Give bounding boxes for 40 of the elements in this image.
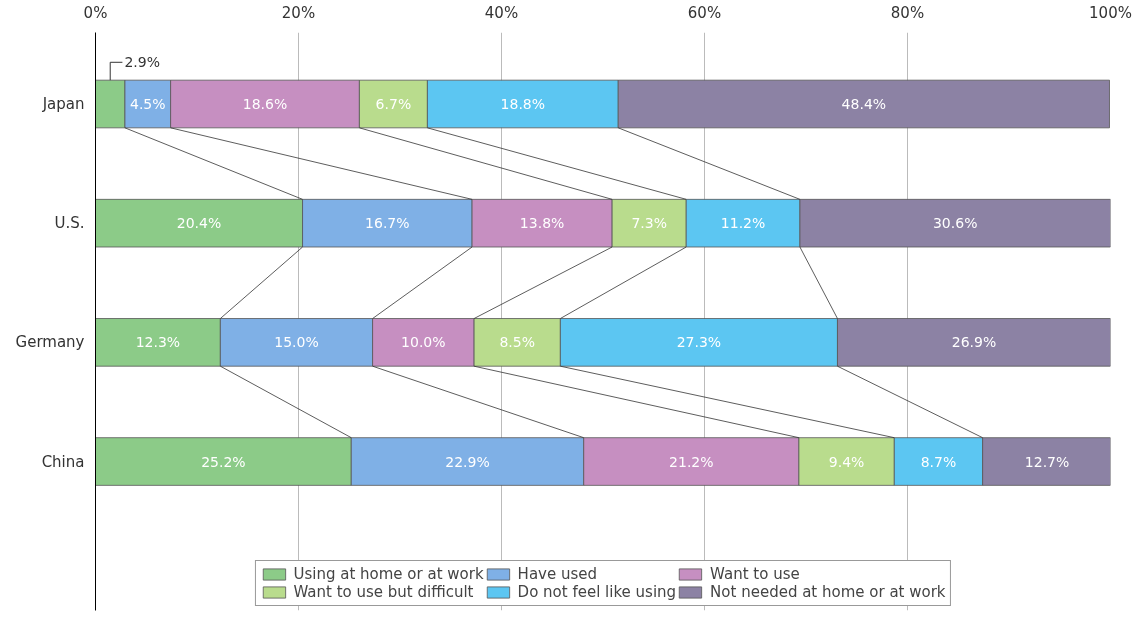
data-label: 2.9%	[124, 54, 161, 71]
data-label: 12.7%	[1024, 453, 1070, 470]
legend-label: Not needed at home or at work	[710, 583, 946, 601]
data-label: 27.3%	[676, 334, 722, 351]
y-tick-label: China	[41, 452, 85, 471]
x-tick-label: 60%	[687, 3, 722, 22]
legend-label: Have used	[517, 565, 598, 583]
data-label: 10.0%	[401, 334, 446, 351]
legend-label: Want to use but difficult	[293, 583, 474, 601]
data-label: 15.0%	[274, 334, 319, 351]
x-tick-label: 100%	[1089, 3, 1132, 22]
legend-label: Want to use	[710, 565, 800, 583]
data-label: 25.2%	[201, 453, 246, 470]
data-label: 8.7%	[920, 453, 957, 470]
legend-label: Using at home or at work	[293, 565, 484, 583]
data-label: 22.9%	[445, 453, 490, 470]
data-label: 18.8%	[500, 96, 546, 113]
data-label: 18.6%	[242, 96, 288, 113]
data-label: 20.4%	[176, 215, 222, 232]
x-tick-label: 0%	[83, 3, 108, 22]
y-tick-label: Germany	[15, 333, 85, 352]
data-label: 30.6%	[932, 215, 978, 232]
data-label: 4.5%	[129, 96, 166, 113]
data-label: 9.4%	[828, 453, 865, 470]
data-label: 7.3%	[631, 215, 667, 232]
data-label: 16.7%	[365, 215, 410, 232]
data-label: 21.2%	[669, 453, 714, 470]
x-tick-label: 40%	[484, 3, 519, 22]
y-tick-label: Japan	[41, 95, 85, 114]
data-label: 8.5%	[499, 334, 536, 351]
data-label: 26.9%	[951, 334, 997, 351]
x-tick-label: 80%	[890, 3, 925, 22]
legend-label: Do not feel like using	[517, 583, 677, 601]
data-label: 48.4%	[841, 96, 887, 113]
x-tick-label: 20%	[281, 3, 316, 22]
data-label: 12.3%	[135, 334, 181, 351]
y-tick-label: U.S.	[54, 214, 85, 233]
data-label: 13.8%	[519, 215, 565, 232]
data-label: 6.7%	[375, 96, 412, 113]
data-label: 11.2%	[720, 215, 766, 232]
